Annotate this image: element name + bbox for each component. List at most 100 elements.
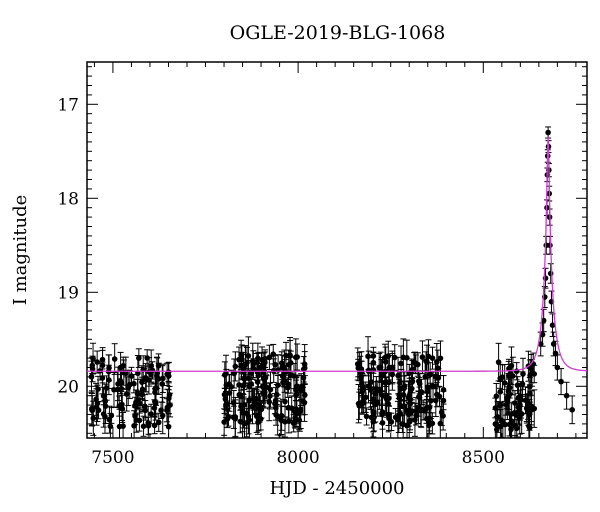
data-point [152, 400, 159, 407]
data-point [244, 359, 250, 366]
data-point [238, 363, 245, 369]
data-point [273, 391, 280, 398]
data-point [120, 423, 126, 429]
data-point [100, 393, 107, 399]
data-point [298, 383, 304, 390]
data-point [495, 359, 502, 365]
data-point [262, 359, 268, 366]
data-point [164, 371, 170, 378]
data-point [278, 360, 285, 366]
data-point [287, 353, 293, 359]
data-point [284, 384, 291, 391]
data-point [569, 407, 575, 413]
data-point [493, 426, 500, 433]
data-point [301, 399, 308, 406]
data-point [125, 385, 132, 391]
data-point [241, 376, 248, 382]
data-point [362, 394, 369, 401]
data-point [88, 373, 95, 380]
data-point [257, 416, 264, 422]
y-tick-label: 17 [57, 95, 79, 115]
data-point [526, 423, 532, 429]
data-point [385, 400, 392, 407]
data-point [433, 397, 439, 404]
data-point [437, 355, 444, 362]
data-point [159, 381, 166, 387]
data-point [382, 354, 388, 361]
y-axis-label: I magnitude [10, 195, 31, 306]
data-point [145, 420, 152, 426]
data-point [282, 419, 288, 425]
data-point [368, 414, 375, 421]
data-point [252, 402, 259, 408]
data-point [256, 405, 263, 411]
data-point [391, 354, 398, 361]
data-point [240, 369, 247, 375]
data-point [507, 370, 514, 377]
data-point [238, 393, 244, 400]
data-point [159, 412, 166, 419]
data-point [224, 416, 231, 422]
data-point [492, 405, 499, 411]
data-point [245, 353, 252, 359]
data-point [400, 421, 406, 428]
data-point [90, 415, 97, 422]
data-point [250, 396, 257, 402]
data-point [370, 409, 377, 416]
data-point [401, 403, 408, 410]
data-point [140, 423, 147, 430]
data-point [230, 400, 237, 406]
data-point [423, 358, 429, 365]
data-point [383, 396, 390, 402]
data-point [375, 387, 381, 394]
data-point [94, 359, 100, 365]
data-point [115, 381, 121, 387]
data-point [512, 422, 518, 429]
data-point [266, 399, 273, 405]
data-point [148, 411, 154, 417]
data-point [416, 380, 423, 387]
data-point [293, 391, 300, 398]
data-point [279, 373, 286, 380]
data-point [512, 400, 518, 406]
data-point [407, 400, 414, 407]
data-point [552, 350, 559, 357]
data-point [89, 407, 96, 414]
data-point [545, 129, 551, 136]
data-point [158, 407, 164, 414]
data-point [151, 422, 158, 429]
data-point [427, 371, 433, 378]
plot-frame [86, 61, 588, 439]
chart-title: OGLE-2019-BLG-1068 [229, 22, 446, 44]
data-point [134, 391, 141, 397]
data-point [250, 365, 257, 372]
data-point [392, 414, 399, 421]
data-point [250, 361, 257, 367]
data-point [440, 413, 446, 419]
data-point [290, 420, 297, 427]
data-point [89, 362, 96, 369]
data-point [288, 405, 295, 411]
data-point [400, 354, 407, 361]
data-point [427, 398, 434, 404]
data-point [291, 373, 297, 379]
data-point [361, 399, 367, 406]
data-point [494, 414, 501, 420]
data-point [237, 418, 244, 425]
data-point [99, 356, 106, 363]
data-point [262, 375, 269, 381]
data-point [368, 379, 375, 385]
data-point [385, 411, 392, 418]
data-point [133, 417, 140, 423]
data-point [418, 389, 425, 395]
data-point [281, 378, 288, 384]
data-point [160, 375, 166, 382]
data-point [550, 341, 557, 347]
data-point [370, 359, 377, 366]
data-point [499, 374, 506, 380]
data-point [90, 355, 96, 362]
data-point [426, 415, 433, 422]
data-point [246, 383, 252, 390]
data-point [222, 372, 228, 378]
